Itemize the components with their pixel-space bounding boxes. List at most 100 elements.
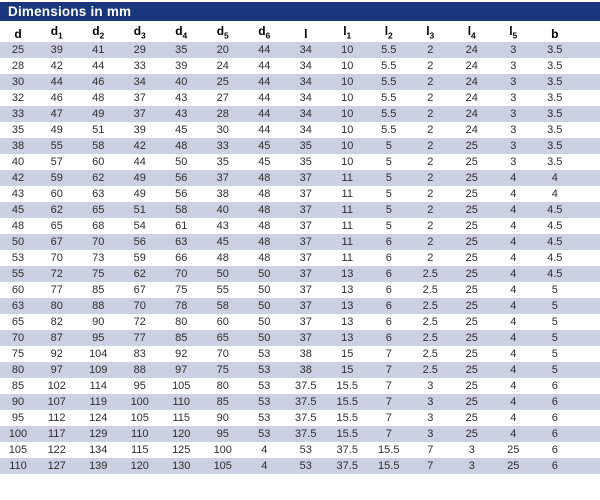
- table-cell: 2: [409, 90, 451, 106]
- table-cell: 53: [243, 410, 285, 426]
- table-cell: 6: [368, 298, 410, 314]
- table-cell: 110: [119, 426, 161, 442]
- column-header-base: l: [509, 24, 513, 39]
- table-cell: 85: [160, 330, 202, 346]
- table-cell: 65: [36, 218, 78, 234]
- table-cell: 97: [160, 362, 202, 378]
- table-cell: 2: [409, 218, 451, 234]
- cell-filler: [575, 58, 600, 74]
- table-cell: 63: [77, 186, 119, 202]
- table-cell: 49: [119, 170, 161, 186]
- column-header-base: l: [467, 24, 472, 39]
- table-cell: 70: [36, 250, 78, 266]
- table-cell: 37: [285, 298, 327, 314]
- table-cell: 47: [36, 106, 78, 122]
- table-cell: 85: [77, 282, 119, 298]
- table-cell: 55: [0, 266, 36, 282]
- table-title-bar: Dimensions in mm: [0, 2, 600, 21]
- table-cell: 34: [285, 122, 327, 138]
- table-cell: 45: [243, 138, 285, 154]
- table-cell: 95: [77, 330, 119, 346]
- column-header-subscript: 2: [388, 30, 393, 41]
- table-cell: 60: [202, 314, 244, 330]
- table-cell: 2: [409, 250, 451, 266]
- table-cell: 30: [0, 74, 36, 90]
- table-cell: 6: [534, 442, 576, 458]
- table-cell: 38: [202, 186, 244, 202]
- table-cell: 115: [119, 442, 161, 458]
- table-cell: 4.5: [534, 218, 576, 234]
- table-cell: 11: [326, 186, 368, 202]
- table-cell: 62: [119, 266, 161, 282]
- table-cell: 2.5: [409, 282, 451, 298]
- table-cell: 5.5: [368, 90, 410, 106]
- table-cell: 25: [451, 378, 493, 394]
- table-cell: 37: [119, 106, 161, 122]
- table-cell: 102: [36, 378, 78, 394]
- table-cell: 7: [368, 378, 410, 394]
- cell-filler: [575, 282, 600, 298]
- table-cell: 4: [243, 442, 285, 458]
- cell-filler: [575, 42, 600, 58]
- table-cell: 13: [326, 298, 368, 314]
- table-cell: 15: [326, 362, 368, 378]
- cell-filler: [575, 394, 600, 410]
- table-cell: 60: [36, 186, 78, 202]
- table-cell: 50: [243, 282, 285, 298]
- table-cell: 130: [160, 458, 202, 474]
- table-cell: 65: [0, 314, 36, 330]
- table-cell: 25: [451, 426, 493, 442]
- table-cell: 59: [119, 250, 161, 266]
- table-cell: 3: [492, 154, 534, 170]
- table-cell: 25: [451, 234, 493, 250]
- table-row: 43 60 63 49 56 38 48 37 11 5 2 25 4 4: [0, 186, 600, 202]
- table-cell: 35: [0, 122, 36, 138]
- table-row: 42 59 62 49 56 37 48 37 11 5 2 25 4 4: [0, 170, 600, 186]
- column-header-base: l: [426, 24, 430, 39]
- table-cell: 72: [119, 314, 161, 330]
- table-cell: 13: [326, 282, 368, 298]
- table-cell: 25: [451, 330, 493, 346]
- table-cell: 4: [492, 410, 534, 426]
- table-cell: 5.5: [368, 42, 410, 58]
- cell-filler: [575, 458, 600, 474]
- table-cell: 6: [534, 394, 576, 410]
- table-cell: 77: [36, 282, 78, 298]
- column-header-base: l: [304, 27, 308, 41]
- table-cell: 37.5: [285, 378, 327, 394]
- table-cell: 29: [119, 42, 161, 58]
- table-cell: 25: [451, 298, 493, 314]
- table-cell: 92: [160, 346, 202, 362]
- table-cell: 62: [77, 170, 119, 186]
- table-cell: 48: [202, 250, 244, 266]
- table-cell: 4: [492, 266, 534, 282]
- table-cell: 4: [492, 330, 534, 346]
- table-cell: 25: [451, 314, 493, 330]
- cell-filler: [575, 74, 600, 90]
- table-cell: 70: [202, 346, 244, 362]
- table-cell: 2: [409, 186, 451, 202]
- table-cell: 3: [492, 58, 534, 74]
- table-cell: 3: [492, 74, 534, 90]
- table-cell: 43: [160, 90, 202, 106]
- table-cell: 25: [492, 458, 534, 474]
- table-cell: 5: [534, 314, 576, 330]
- cell-filler: [575, 170, 600, 186]
- table-cell: 61: [160, 218, 202, 234]
- table-cell: 25: [202, 74, 244, 90]
- table-row: 110 127 139 120 130 105 4 53 37.5 15.5 7 3 25 6: [0, 458, 600, 474]
- table-cell: 4: [492, 250, 534, 266]
- table-cell: 7: [368, 346, 410, 362]
- table-cell: 80: [0, 362, 36, 378]
- table-cell: 72: [36, 266, 78, 282]
- table-cell: 73: [77, 250, 119, 266]
- table-cell: 139: [77, 458, 119, 474]
- cell-filler: [575, 106, 600, 122]
- table-cell: 49: [36, 122, 78, 138]
- cell-filler: [575, 362, 600, 378]
- table-row: 35 49 51 39 45 30 44 34 10 5.5 2 24 3 3.5: [0, 122, 600, 138]
- table-cell: 5: [534, 346, 576, 362]
- table-cell: 50: [243, 314, 285, 330]
- table-cell: 3: [492, 90, 534, 106]
